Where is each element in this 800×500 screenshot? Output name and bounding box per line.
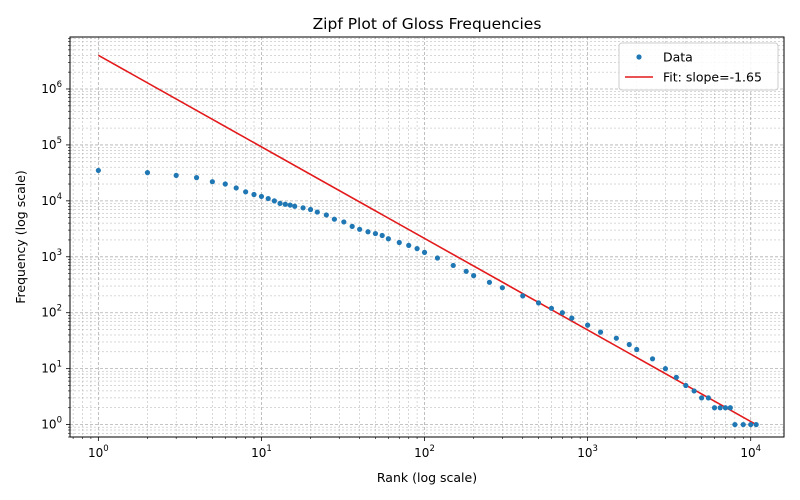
x-tick-label: 102	[414, 444, 435, 460]
y-tick-label: 103	[41, 248, 62, 264]
data-point	[341, 219, 347, 225]
data-point	[740, 421, 746, 428]
y-tick-label: 105	[41, 136, 62, 152]
data-point	[748, 421, 754, 428]
data-point	[727, 405, 733, 411]
data-point	[705, 395, 711, 401]
x-tick-label: 100	[88, 444, 109, 460]
data-point	[282, 201, 288, 207]
legend-label-data: Data	[663, 50, 693, 65]
data-point	[753, 421, 759, 428]
data-point	[243, 189, 249, 195]
data-point	[365, 229, 371, 235]
data-point	[499, 285, 505, 291]
plot-area-frame	[69, 36, 785, 438]
x-tick-label: 104	[740, 444, 761, 460]
data-point	[691, 388, 697, 394]
legend-box	[618, 42, 779, 91]
data-point	[520, 293, 526, 299]
y-tick-label: 100	[41, 416, 62, 432]
fit-line-layer	[97, 54, 757, 426]
data-point	[569, 315, 575, 321]
data-point	[421, 249, 428, 255]
y-tick-label: 102	[41, 304, 62, 320]
data-point	[265, 195, 271, 202]
data-point	[585, 322, 591, 328]
data-point	[486, 279, 493, 285]
y-tick-label: 104	[41, 192, 62, 208]
data-point	[649, 356, 656, 362]
data-point	[233, 185, 239, 191]
data-point	[673, 374, 679, 380]
data-point	[357, 226, 363, 232]
data-point	[144, 170, 151, 176]
data-points-layer	[95, 167, 759, 428]
data-point	[287, 202, 293, 208]
data-point	[251, 191, 257, 198]
data-point	[331, 216, 337, 222]
data-point	[271, 198, 277, 204]
legend: Data Fit: slope=-1.65	[618, 42, 779, 91]
data-point	[307, 206, 314, 213]
data-point	[559, 310, 565, 316]
chart-title: Zipf Plot of Gloss Frequencies	[313, 15, 542, 33]
data-point	[732, 421, 738, 428]
x-axis: 100 101 102 103 104	[72, 437, 761, 460]
data-point	[314, 209, 320, 215]
data-point	[406, 242, 412, 248]
legend-marker-data	[636, 54, 642, 60]
x-axis-label: Rank (log scale)	[377, 470, 477, 485]
data-point	[95, 167, 101, 174]
data-point	[535, 300, 542, 306]
data-point	[699, 395, 705, 401]
data-point	[597, 329, 604, 335]
y-axis: 100 101 102 103 104 105 106	[41, 38, 70, 438]
data-point	[258, 193, 265, 200]
data-point	[662, 366, 669, 372]
data-point	[414, 246, 420, 252]
y-axis-label: Frequency (log scale)	[13, 170, 28, 304]
data-point	[209, 179, 215, 185]
data-point	[434, 255, 441, 261]
data-point	[613, 335, 619, 341]
data-point	[548, 305, 555, 311]
data-point	[173, 172, 179, 179]
minor-grid	[70, 37, 784, 438]
data-point	[222, 181, 228, 187]
data-point	[396, 239, 402, 246]
data-point	[379, 232, 385, 239]
data-point	[471, 273, 477, 279]
data-point	[711, 405, 718, 411]
data-point	[277, 200, 283, 207]
x-tick-label: 103	[577, 444, 598, 460]
data-point	[385, 236, 391, 242]
x-tick-label: 101	[251, 444, 272, 460]
y-tick-label: 101	[41, 360, 62, 376]
fit-line	[97, 54, 757, 426]
data-point	[323, 212, 329, 218]
legend-label-fit: Fit: slope=-1.65	[663, 70, 762, 85]
data-point	[683, 382, 689, 389]
data-point	[717, 405, 723, 411]
y-tick-label: 106	[41, 80, 62, 96]
data-point	[349, 223, 355, 229]
data-point	[292, 203, 298, 209]
data-point	[634, 346, 640, 353]
data-point	[300, 205, 306, 211]
data-point	[450, 262, 456, 269]
data-point	[722, 405, 729, 411]
data-point	[193, 175, 200, 181]
data-point	[626, 341, 632, 348]
data-point	[372, 230, 379, 237]
data-point	[463, 268, 469, 274]
